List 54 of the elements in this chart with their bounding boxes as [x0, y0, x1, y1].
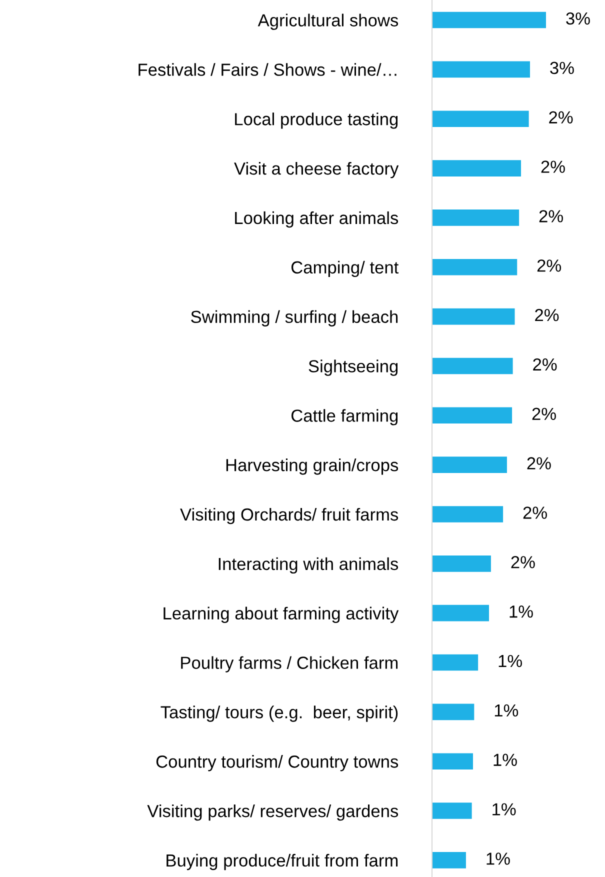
y-tick-label: Festivals / Fairs / Shows - wine/…	[138, 63, 396, 76]
y-tick-label: Looking after animals	[235, 211, 398, 228]
data-label: 2%	[537, 259, 562, 272]
y-tick-label: Cattle farming	[291, 409, 398, 426]
bar	[432, 506, 504, 522]
data-label: 2%	[541, 160, 565, 173]
bar	[432, 456, 507, 473]
data-label: 1%	[486, 852, 510, 865]
y-tick-label: Poultry farms / Chicken farm	[181, 656, 398, 672]
y-tick-label: Buying produce/fruit from farm	[166, 854, 398, 870]
y-tick-label: Swimming / surfing / beach	[191, 310, 398, 326]
data-label: 2%	[527, 457, 551, 470]
data-label: 1%	[494, 704, 518, 717]
data-label: 2%	[535, 308, 559, 322]
bar	[432, 308, 515, 325]
bar	[432, 654, 478, 671]
bar	[432, 210, 520, 226]
y-tick-label: Visit a cheese factory	[234, 162, 399, 178]
y-tick-label: Agricultural shows	[258, 14, 398, 30]
data-label: 1%	[510, 606, 533, 618]
bar	[432, 12, 546, 28]
data-label: 3%	[550, 62, 574, 74]
y-tick-label: Tasting/ tours (e.g. beer, spirit)	[160, 706, 398, 722]
y-tick-label: Harvesting grain/crops	[226, 458, 398, 475]
bar	[432, 604, 489, 622]
data-label: 3%	[566, 12, 590, 25]
y-tick-label: Sightseeing	[308, 360, 398, 376]
bar	[432, 358, 513, 374]
bar	[432, 802, 472, 819]
bar	[432, 160, 522, 176]
bar	[432, 110, 529, 128]
y-tick-label: Local produce tasting	[235, 112, 398, 129]
bar	[432, 852, 466, 868]
y-tick-label: Interacting with animals	[218, 557, 398, 574]
data-label: 1%	[492, 803, 516, 816]
y-tick-label: Learning about farming activity	[164, 606, 399, 623]
y-tick-label: Camping/ tent	[291, 260, 399, 278]
data-label: 2%	[539, 210, 563, 222]
y-tick-label: Country tourism/ Country towns	[156, 755, 398, 772]
bar	[432, 704, 474, 720]
data-label: 1%	[494, 754, 517, 766]
bar	[432, 258, 518, 276]
y-tick-label: Visiting parks/ reserves/ gardens	[147, 804, 398, 821]
data-label: 1%	[498, 654, 522, 668]
bar	[432, 556, 491, 572]
data-label: 2%	[533, 358, 557, 371]
bar	[432, 753, 473, 770]
y-tick-label: Visiting Orchards/ fruit farms	[180, 508, 398, 524]
bar	[432, 407, 512, 424]
data-label: 2%	[532, 408, 556, 420]
data-label: 2%	[549, 111, 573, 124]
data-label: 2%	[511, 556, 535, 568]
bar	[432, 61, 530, 78]
data-label: 2%	[523, 506, 547, 519]
